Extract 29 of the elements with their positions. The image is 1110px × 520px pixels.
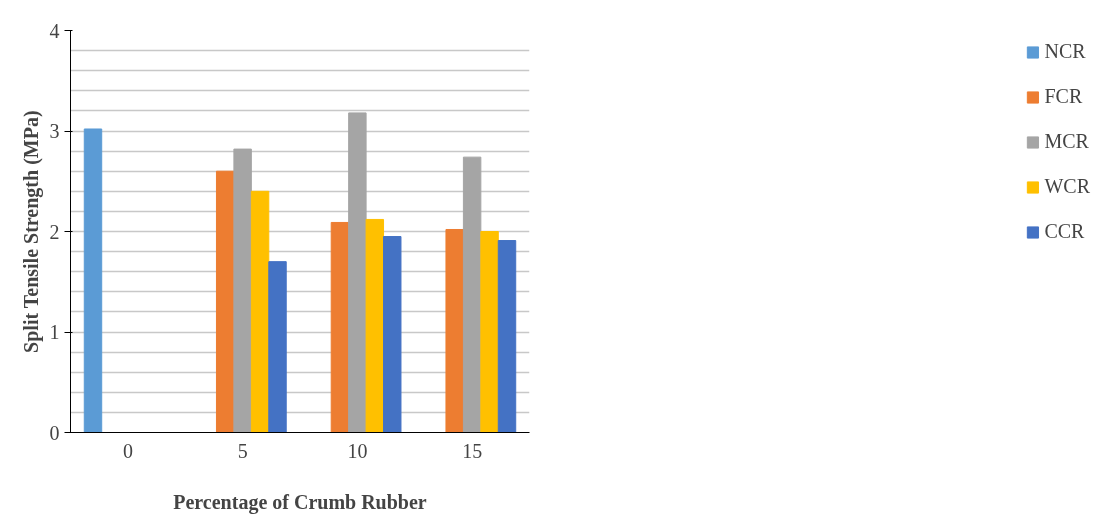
bar bbox=[83, 128, 103, 433]
x-tick-label: 5 bbox=[237, 439, 248, 462]
bar bbox=[233, 148, 252, 433]
y-tick-label: 0 bbox=[49, 421, 60, 444]
bar bbox=[480, 231, 499, 433]
bar bbox=[330, 221, 350, 433]
bar bbox=[383, 236, 402, 433]
y-tick-label: 4 bbox=[49, 19, 60, 42]
legend-label: NCR bbox=[1044, 40, 1086, 63]
bar bbox=[268, 261, 287, 433]
bar bbox=[365, 218, 385, 433]
legend-label: FCR bbox=[1044, 85, 1083, 108]
bar bbox=[445, 228, 464, 433]
bar bbox=[348, 112, 367, 433]
bar bbox=[462, 156, 482, 433]
x-tick-label: 0 bbox=[122, 439, 133, 462]
bar bbox=[215, 170, 235, 433]
legend-label: CCR bbox=[1044, 220, 1085, 243]
bar bbox=[250, 190, 270, 433]
y-tick-label: 1 bbox=[49, 321, 60, 343]
x-tick-label: 10 bbox=[347, 439, 368, 462]
bar bbox=[497, 240, 517, 433]
legend-label: WCR bbox=[1044, 175, 1090, 198]
y-axis-title: Split Tensile Strength (MPa) bbox=[19, 110, 43, 353]
x-tick-label: 15 bbox=[462, 439, 483, 462]
legend-label: MCR bbox=[1044, 130, 1089, 153]
y-tick-label: 2 bbox=[49, 220, 60, 243]
x-axis-title: Percentage of Crumb Rubber bbox=[173, 490, 427, 514]
y-tick-label: 3 bbox=[49, 120, 60, 142]
